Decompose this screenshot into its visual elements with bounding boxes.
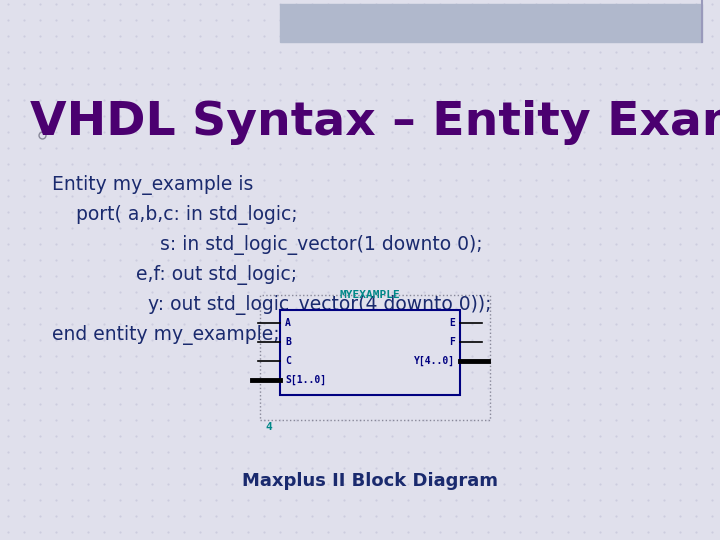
Text: e,f: out std_logic;: e,f: out std_logic; xyxy=(52,265,297,285)
Text: S[1..0]: S[1..0] xyxy=(285,375,326,385)
Text: F: F xyxy=(449,337,455,347)
Bar xyxy=(280,4,702,42)
Text: MYEXAMPLE: MYEXAMPLE xyxy=(340,290,400,300)
Text: Entity my_example is: Entity my_example is xyxy=(52,175,253,195)
Text: Y[4..0]: Y[4..0] xyxy=(414,356,455,366)
Text: B: B xyxy=(285,337,291,347)
Text: VHDL Syntax – Entity Example: VHDL Syntax – Entity Example xyxy=(30,100,720,145)
Text: A: A xyxy=(285,318,291,328)
Text: C: C xyxy=(285,356,291,366)
Text: port( a,b,c: in std_logic;: port( a,b,c: in std_logic; xyxy=(52,205,297,225)
Bar xyxy=(260,295,490,420)
Text: Maxplus II Block Diagram: Maxplus II Block Diagram xyxy=(242,472,498,490)
Text: end entity my_example;: end entity my_example; xyxy=(52,325,279,345)
Text: 4: 4 xyxy=(265,422,271,432)
Text: y: out std_logic_vector(4 downto 0));: y: out std_logic_vector(4 downto 0)); xyxy=(52,295,492,315)
Bar xyxy=(280,310,460,395)
Text: s: in std_logic_vector(1 downto 0);: s: in std_logic_vector(1 downto 0); xyxy=(52,235,482,255)
Text: E: E xyxy=(449,318,455,328)
